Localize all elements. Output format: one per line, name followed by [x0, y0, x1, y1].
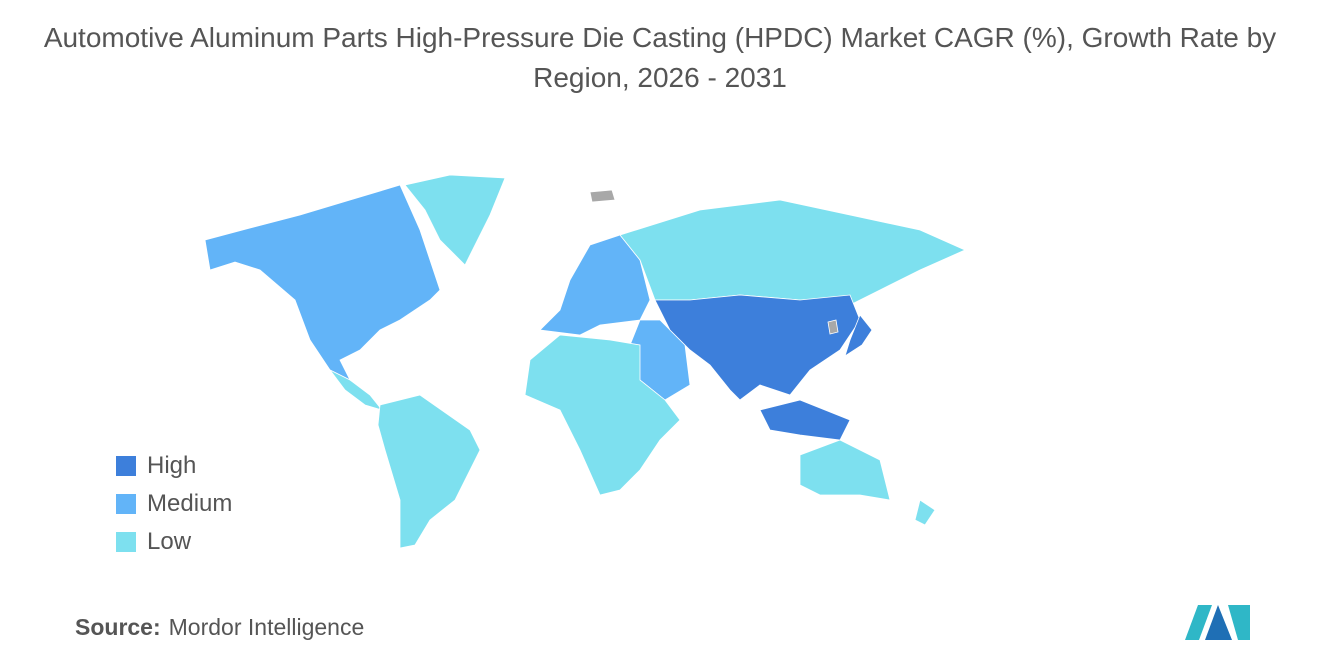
legend-item: Low [116, 528, 192, 555]
legend-label: High [147, 452, 197, 479]
region-no-data [827, 319, 839, 335]
region-central-america [329, 369, 384, 411]
logo [1185, 605, 1250, 640]
legend-swatch [116, 532, 136, 552]
region-japan [844, 314, 873, 357]
region-greenland [404, 174, 506, 266]
legend-item: Medium [116, 490, 233, 517]
region-no-data [589, 189, 616, 203]
legend-swatch [116, 494, 136, 514]
source: Source: Mordor Intelligence [75, 614, 364, 641]
region-africa [524, 334, 681, 496]
legend-swatch [116, 456, 136, 476]
region-australia [799, 439, 891, 501]
region-south-america [377, 394, 481, 549]
chart-title: Automotive Aluminum Parts High-Pressure … [43, 22, 1277, 93]
region-asia [654, 294, 861, 401]
region-russia [619, 199, 966, 306]
region-north-america [204, 184, 441, 381]
source-label: Source: [75, 614, 161, 640]
legend-label: Low [147, 528, 192, 555]
legend-label: Medium [147, 490, 233, 517]
region-southeast-asia [759, 399, 851, 441]
region-new-zealand [914, 499, 936, 526]
source-text: Mordor Intelligence [168, 614, 365, 640]
legend-item: High [116, 452, 197, 479]
